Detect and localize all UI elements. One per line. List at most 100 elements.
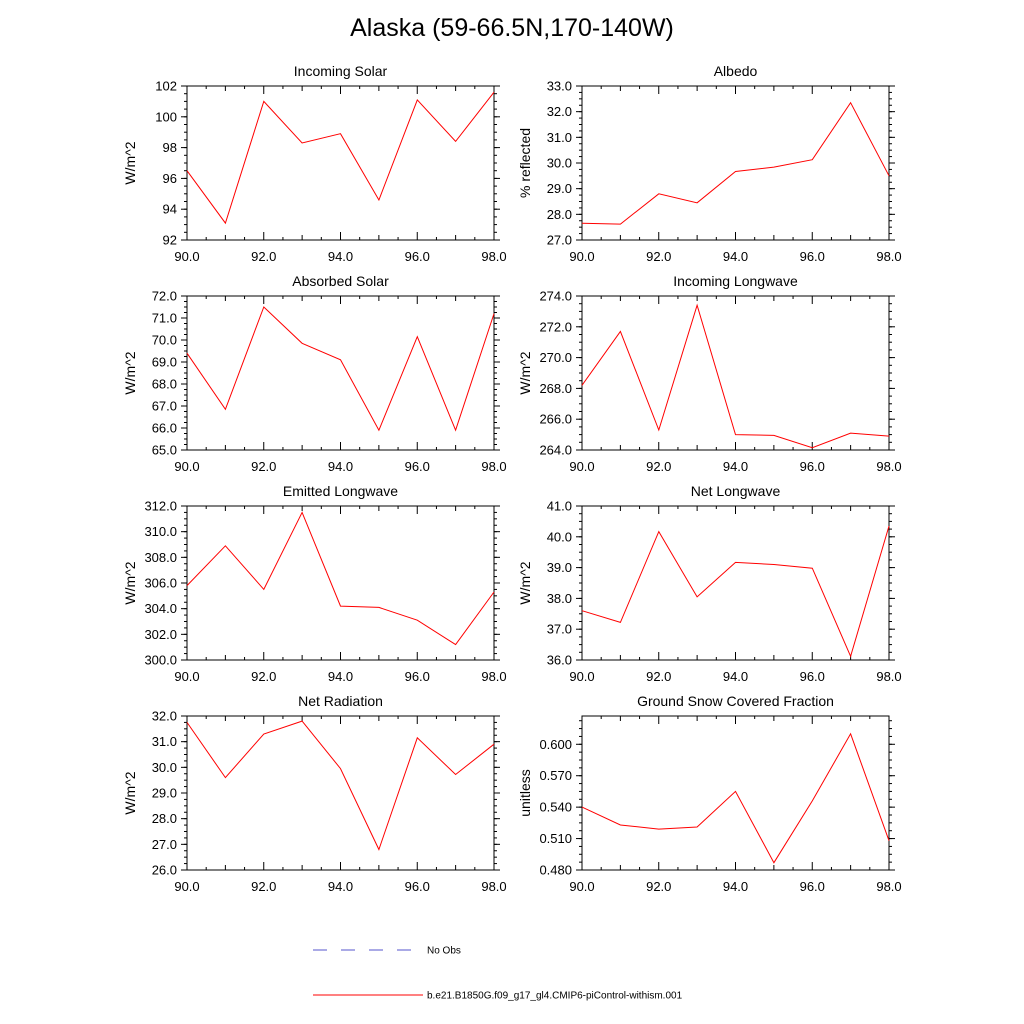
panel-net-radiation: Net Radiation W/m^2 90.0 92.0 94.0 96.0 98.0 26… xyxy=(122,693,507,894)
x-tick-label: 96.0 xyxy=(800,669,825,684)
series-line xyxy=(581,303,890,449)
y-axis-label: W/m^2 xyxy=(122,771,138,814)
y-axis-label: W/m^2 xyxy=(122,351,138,394)
y-tick-label: 36.0 xyxy=(547,653,572,668)
x-tick-label: 92.0 xyxy=(251,669,276,684)
x-tick-label: 92.0 xyxy=(251,879,276,894)
x-tick-label: 98.0 xyxy=(876,669,901,684)
x-tick-label: 98.0 xyxy=(876,879,901,894)
plot-frame xyxy=(581,505,890,661)
y-tick-label: 266.0 xyxy=(539,412,572,427)
y-tick-label: 68.0 xyxy=(152,377,177,392)
panel-albedo: Albedo % reflected 90.0 92.0 94.0 96.0 98.0 27.… xyxy=(517,63,902,264)
x-tick-label: 92.0 xyxy=(251,459,276,474)
panel-title: Emitted Longwave xyxy=(283,483,398,499)
y-tick-label: 0.540 xyxy=(539,800,572,815)
y-tick-label: 308.0 xyxy=(144,550,177,565)
y-tick-label: 41.0 xyxy=(547,499,572,514)
y-tick-label: 32.0 xyxy=(547,104,572,119)
y-tick-label: 102 xyxy=(155,79,177,94)
y-tick-label: 0.480 xyxy=(539,863,572,878)
y-tick-label: 274.0 xyxy=(539,289,572,304)
plot-frame xyxy=(581,715,890,871)
y-tick-label: 72.0 xyxy=(152,289,177,304)
x-tick-label: 98.0 xyxy=(481,249,506,264)
y-tick-label: 27.0 xyxy=(152,837,177,852)
x-tick-label: 98.0 xyxy=(481,459,506,474)
y-axis-label: % reflected xyxy=(517,128,533,198)
y-tick-label: 27.0 xyxy=(547,233,572,248)
plot-frame xyxy=(186,85,495,241)
x-tick-label: 90.0 xyxy=(174,879,199,894)
x-tick-label: 90.0 xyxy=(569,249,594,264)
x-tick-label: 92.0 xyxy=(646,459,671,474)
y-tick-label: 67.0 xyxy=(152,399,177,414)
y-tick-label: 272.0 xyxy=(539,319,572,334)
x-tick-label: 90.0 xyxy=(569,879,594,894)
x-tick-label: 92.0 xyxy=(251,249,276,264)
y-tick-label: 31.0 xyxy=(547,130,572,145)
panel-incoming-solar: Incoming Solar W/m^2 90.0 92.0 94.0 96.0 98.0 9… xyxy=(122,63,507,264)
y-tick-label: 30.0 xyxy=(547,156,572,171)
y-axis-label: W/m^2 xyxy=(122,141,138,184)
x-tick-label: 98.0 xyxy=(876,249,901,264)
plot-frame xyxy=(186,505,495,661)
panel-title: Absorbed Solar xyxy=(292,273,389,289)
y-tick-label: 37.0 xyxy=(547,622,572,637)
x-tick-label: 90.0 xyxy=(569,459,594,474)
x-tick-label: 96.0 xyxy=(800,459,825,474)
legend-label-no-obs: No Obs xyxy=(427,946,461,957)
y-tick-label: 30.0 xyxy=(152,760,177,775)
x-tick-label: 96.0 xyxy=(800,879,825,894)
x-tick-label: 98.0 xyxy=(481,669,506,684)
y-tick-label: 270.0 xyxy=(539,350,572,365)
y-tick-label: 70.0 xyxy=(152,333,177,348)
x-tick-label: 96.0 xyxy=(405,669,430,684)
x-tick-label: 98.0 xyxy=(481,879,506,894)
y-tick-label: 71.0 xyxy=(152,311,177,326)
plot-frame xyxy=(186,715,495,871)
y-tick-label: 312.0 xyxy=(144,499,177,514)
x-tick-label: 96.0 xyxy=(405,879,430,894)
legend: No Obs b.e21.B1850G.f09_g17_gl4.CMIP6-pi… xyxy=(313,946,683,1002)
y-tick-label: 28.0 xyxy=(152,811,177,826)
y-tick-label: 302.0 xyxy=(144,627,177,642)
y-tick-label: 100 xyxy=(155,109,177,124)
x-tick-label: 90.0 xyxy=(569,669,594,684)
y-tick-label: 38.0 xyxy=(547,591,572,606)
legend-label-model: b.e21.B1850G.f09_g17_gl4.CMIP6-piControl… xyxy=(427,991,683,1002)
y-tick-label: 0.510 xyxy=(539,831,572,846)
y-tick-label: 40.0 xyxy=(547,529,572,544)
series-line xyxy=(581,525,890,658)
series-line xyxy=(186,720,495,851)
y-tick-label: 31.0 xyxy=(152,734,177,749)
x-tick-label: 94.0 xyxy=(723,879,748,894)
panel-emitted-longwave: Emitted Longwave W/m^2 90.0 92.0 94.0 96.0 98.… xyxy=(122,483,507,684)
series-line xyxy=(581,732,890,864)
panel-ground-snow-covered-fraction: Ground Snow Covered Fraction unitless 90.0… xyxy=(517,693,902,894)
y-axis-label: W/m^2 xyxy=(517,351,533,394)
panel-net-longwave: Net Longwave W/m^2 90.0 92.0 94.0 96.0 98.0 36.… xyxy=(517,483,902,684)
y-tick-label: 310.0 xyxy=(144,524,177,539)
series-line xyxy=(581,101,890,225)
y-tick-label: 0.600 xyxy=(539,737,572,752)
y-axis-label: W/m^2 xyxy=(122,561,138,604)
y-tick-label: 98 xyxy=(163,140,177,155)
y-tick-label: 92 xyxy=(163,233,177,248)
x-tick-label: 94.0 xyxy=(723,459,748,474)
y-tick-label: 268.0 xyxy=(539,381,572,396)
y-tick-label: 65.0 xyxy=(152,443,177,458)
x-tick-label: 98.0 xyxy=(876,459,901,474)
y-tick-label: 28.0 xyxy=(547,207,572,222)
x-tick-label: 94.0 xyxy=(328,459,353,474)
x-tick-label: 90.0 xyxy=(174,249,199,264)
y-tick-label: 69.0 xyxy=(152,355,177,370)
panel-title: Net Longwave xyxy=(691,483,781,499)
x-tick-label: 94.0 xyxy=(328,249,353,264)
y-tick-label: 94 xyxy=(163,202,177,217)
y-tick-label: 306.0 xyxy=(144,576,177,591)
y-tick-label: 96 xyxy=(163,171,177,186)
x-tick-label: 92.0 xyxy=(646,249,671,264)
panel-absorbed-solar: Absorbed Solar W/m^2 90.0 92.0 94.0 96.0 98.0 6… xyxy=(122,273,507,474)
